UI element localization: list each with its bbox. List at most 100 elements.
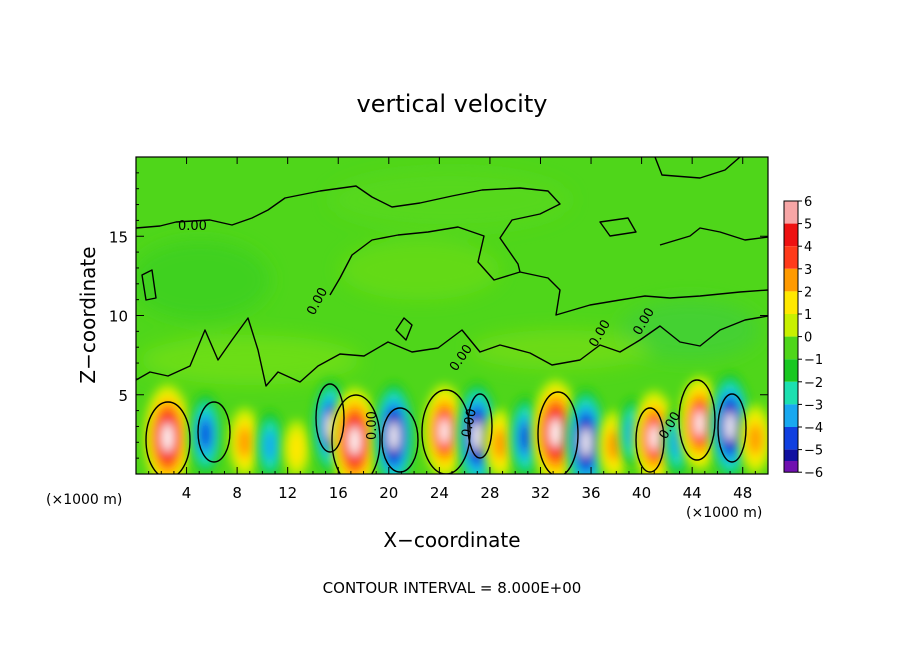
background-shading bbox=[136, 170, 760, 385]
colorbar-label: −4 bbox=[804, 421, 823, 436]
colorbar-label: 6 bbox=[804, 195, 812, 210]
colorbar-swatch bbox=[784, 427, 798, 450]
contour-lines bbox=[136, 157, 768, 474]
contour-cell-1 bbox=[145, 401, 191, 474]
y-axis-label: Z−coordinate bbox=[76, 246, 100, 383]
velocity-level bbox=[493, 428, 508, 460]
velocity-level bbox=[263, 430, 277, 461]
colorbar-swatch bbox=[784, 201, 798, 224]
contour-cell-6 bbox=[678, 379, 716, 461]
velocity-core bbox=[725, 411, 735, 442]
velocity-level bbox=[519, 423, 531, 452]
x-tick-label: 16 bbox=[329, 484, 348, 502]
velocity-level bbox=[237, 426, 252, 458]
velocity-level bbox=[748, 423, 763, 455]
y-axis: 5 10 15 bbox=[109, 172, 768, 459]
colorbar-swatch bbox=[784, 314, 798, 337]
x-tick-label: 20 bbox=[379, 484, 398, 502]
colorbar-label: 0 bbox=[804, 331, 812, 346]
contour-interval: CONTOUR INTERVAL = 8.000E+00 bbox=[323, 579, 582, 597]
contour-cell-11 bbox=[381, 407, 419, 473]
x-unit-left: (×1000 m) bbox=[46, 492, 122, 508]
velocity-cell bbox=[457, 382, 498, 474]
x-unit-right: (×1000 m) bbox=[686, 505, 762, 521]
colorbar-swatch bbox=[784, 359, 798, 382]
contour-cell-2 bbox=[331, 394, 381, 474]
velocity-core bbox=[439, 418, 450, 445]
contour-cell-10 bbox=[197, 401, 231, 463]
colorbar-swatch bbox=[784, 223, 798, 247]
colorbar-label: 5 bbox=[804, 218, 812, 233]
velocity-core bbox=[472, 421, 482, 451]
colorbar-swatch bbox=[784, 246, 798, 269]
velocity-cell bbox=[256, 410, 284, 474]
velocity-cell bbox=[739, 404, 768, 474]
colorbar-label: −1 bbox=[804, 353, 823, 368]
colorbar-label: −3 bbox=[804, 398, 823, 413]
contour-label: 0.00 bbox=[365, 411, 380, 440]
x-tick-label: 4 bbox=[182, 484, 192, 502]
velocity-cell bbox=[228, 407, 261, 474]
x-tick-label: 12 bbox=[278, 484, 297, 502]
x-tick-label: 40 bbox=[632, 484, 651, 502]
velocity-level bbox=[288, 431, 305, 467]
x-tick-label: 28 bbox=[480, 484, 499, 502]
velocity-core bbox=[389, 421, 399, 451]
contour-label: 0.00 bbox=[459, 407, 480, 438]
contour-cell-8 bbox=[467, 393, 493, 459]
colorbar-label: −5 bbox=[804, 444, 823, 459]
contour-label: 0.00 bbox=[178, 219, 207, 234]
contour-top-right bbox=[654, 157, 741, 179]
x-tick-label: 36 bbox=[581, 484, 600, 502]
velocity-cell bbox=[144, 384, 192, 474]
velocity-core bbox=[162, 422, 173, 453]
colorbar: 6 5 4 3 2 1 0 −1 −2 −3 −4 −5 −6 bbox=[783, 195, 823, 481]
contour-small-loop bbox=[395, 317, 413, 341]
contour-cell-5 bbox=[635, 407, 665, 473]
y-tick-label: 10 bbox=[109, 308, 128, 326]
colorbar-label: 4 bbox=[804, 240, 812, 255]
contour-right-loop bbox=[599, 217, 637, 237]
plot-area: 0.00 0.00 0.00 0.00 0.00 0.00 0.00 0.00 bbox=[136, 157, 768, 474]
contour-right-upper bbox=[659, 227, 768, 246]
velocity-cell bbox=[423, 384, 466, 474]
velocity-core bbox=[581, 427, 591, 458]
colorbar-swatch bbox=[784, 381, 798, 405]
colorbar-label: −2 bbox=[804, 376, 823, 391]
velocity-core bbox=[349, 425, 360, 456]
x-tick-label: 24 bbox=[430, 484, 449, 502]
contour-upper bbox=[136, 185, 768, 316]
colorbar-swatch bbox=[784, 268, 798, 292]
x-tick-label: 44 bbox=[683, 484, 702, 502]
velocity-core bbox=[550, 417, 561, 448]
x-tick-label: 8 bbox=[232, 484, 242, 502]
colorbar-label: −6 bbox=[804, 466, 823, 481]
velocity-cell bbox=[709, 373, 751, 474]
velocity-cell bbox=[283, 420, 310, 474]
velocity-cell bbox=[663, 407, 691, 474]
y-tick-label: 5 bbox=[118, 387, 128, 405]
x-tick-label: 32 bbox=[531, 484, 550, 502]
velocity-cell bbox=[565, 389, 607, 474]
colorbar-label: 1 bbox=[804, 308, 812, 323]
colorbar-swatch bbox=[784, 460, 798, 473]
velocity-level bbox=[200, 420, 212, 449]
contour-cell-7 bbox=[315, 383, 345, 453]
colorbar-swatch bbox=[784, 404, 798, 427]
contour-cell-9 bbox=[717, 393, 747, 463]
colorbar-label: 3 bbox=[804, 263, 812, 278]
colorbar-swatch bbox=[784, 336, 798, 360]
colorbar-label: 2 bbox=[804, 285, 812, 300]
y-tick-label: 15 bbox=[109, 228, 128, 246]
colorbar-swatch bbox=[784, 291, 798, 314]
contour-left-loop bbox=[141, 269, 157, 301]
velocity-cell bbox=[331, 387, 379, 474]
x-tick-label: 48 bbox=[733, 484, 752, 502]
velocity-level bbox=[606, 430, 621, 461]
velocity-cell bbox=[678, 376, 721, 471]
velocity-cell bbox=[509, 396, 542, 474]
chart-title: vertical velocity bbox=[357, 90, 548, 118]
contour-cell-4 bbox=[537, 391, 579, 474]
velocity-core bbox=[649, 424, 659, 451]
